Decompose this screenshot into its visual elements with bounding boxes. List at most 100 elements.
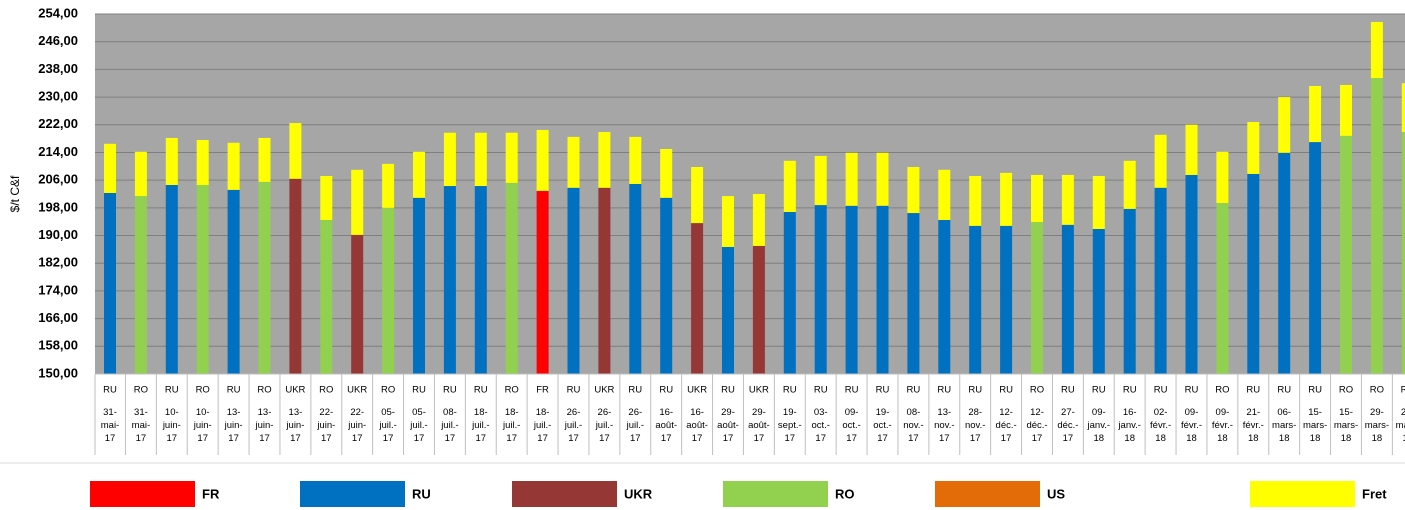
origin-label: RU bbox=[968, 385, 982, 396]
y-tick-label: 198,00 bbox=[38, 199, 78, 214]
bar-fret bbox=[1185, 124, 1198, 175]
legend-label: FR bbox=[202, 486, 220, 501]
x-tick-label: 19- oct.- 17 bbox=[873, 407, 891, 444]
bar bbox=[104, 192, 116, 374]
bar-fret bbox=[598, 132, 611, 188]
origin-label: RO bbox=[134, 385, 148, 396]
x-tick-label: 31- mai- 17 bbox=[132, 407, 150, 444]
x-tick-label: 16- août- 17 bbox=[686, 407, 708, 444]
bar bbox=[1401, 132, 1405, 374]
origin-label: RO bbox=[381, 385, 395, 396]
bar bbox=[320, 219, 333, 374]
bar-fret bbox=[1340, 84, 1352, 136]
bar-fret bbox=[660, 149, 673, 198]
x-tick-label: 22- juin- 17 bbox=[316, 407, 335, 444]
x-tick-part: févr.- bbox=[1243, 420, 1264, 431]
bar-fret bbox=[165, 137, 178, 185]
bar bbox=[227, 189, 240, 374]
x-tick-part: 17 bbox=[1032, 433, 1043, 444]
legend-swatch bbox=[723, 481, 828, 507]
x-tick-part: juin- bbox=[193, 420, 212, 431]
x-tick-part: 10- bbox=[165, 407, 179, 418]
origin-label: RU bbox=[721, 385, 735, 396]
x-tick-part: 18 bbox=[1341, 433, 1352, 444]
x-tick-part: janv.- bbox=[1117, 420, 1141, 431]
x-tick-part: nov.- bbox=[965, 420, 985, 431]
y-tick-label: 158,00 bbox=[38, 338, 78, 353]
x-tick-label: 16- août- 17 bbox=[655, 407, 677, 444]
bar-fret bbox=[938, 169, 951, 220]
x-tick-part: 17 bbox=[846, 433, 857, 444]
bar bbox=[845, 205, 858, 374]
bar-fret bbox=[474, 132, 487, 187]
x-tick-part: mars- bbox=[1272, 420, 1296, 431]
x-tick-part: 31- bbox=[103, 407, 117, 418]
x-tick-part: juil.- bbox=[502, 420, 520, 431]
origin-label: RU bbox=[1061, 385, 1075, 396]
bar bbox=[258, 181, 271, 374]
bar bbox=[1247, 173, 1260, 374]
x-tick-part: mai- bbox=[101, 420, 119, 431]
x-tick-label: 06- mars- 18 bbox=[1272, 407, 1296, 444]
x-tick-part: 18 bbox=[1372, 433, 1383, 444]
origin-label: RO bbox=[257, 385, 271, 396]
origin-label: RU bbox=[659, 385, 673, 396]
x-tick-part: 09- bbox=[1092, 407, 1106, 418]
x-tick-part: 26- bbox=[598, 407, 612, 418]
x-tick-part: 17 bbox=[630, 433, 641, 444]
x-tick-label: 03- oct.- 17 bbox=[811, 407, 829, 444]
x-tick-part: 29- bbox=[721, 407, 735, 418]
x-tick-label: 26- juil.- 17 bbox=[564, 407, 582, 444]
x-tick-part: févr.- bbox=[1181, 420, 1202, 431]
bar bbox=[165, 185, 178, 374]
x-tick-part: 29- bbox=[752, 407, 766, 418]
bar-fret bbox=[876, 152, 889, 206]
bar bbox=[783, 212, 796, 374]
x-tick-part: janv.- bbox=[1087, 420, 1111, 431]
x-tick-part: 13- bbox=[227, 407, 241, 418]
bar-fret bbox=[845, 152, 858, 206]
x-tick-part: juin- bbox=[316, 420, 335, 431]
x-tick-label: 19- sept.- 17 bbox=[778, 407, 802, 444]
x-tick-part: juil.- bbox=[440, 420, 458, 431]
x-tick-part: 19- bbox=[876, 407, 890, 418]
x-tick-part: 17 bbox=[970, 433, 981, 444]
x-tick-label: 29- mars- 18 bbox=[1396, 407, 1405, 444]
x-tick-label: 12- déc.- 17 bbox=[996, 407, 1017, 444]
bar-fret bbox=[258, 137, 271, 182]
x-tick-label: 09- févr.- 18 bbox=[1181, 407, 1202, 444]
x-tick-part: 17 bbox=[1063, 433, 1074, 444]
x-tick-part: juin- bbox=[224, 420, 243, 431]
x-tick-part: juil.- bbox=[564, 420, 582, 431]
x-tick-label: 16- janv.- 18 bbox=[1117, 407, 1141, 444]
x-tick-part: oct.- bbox=[873, 420, 891, 431]
bar bbox=[382, 207, 395, 374]
origin-label: RO bbox=[1030, 385, 1044, 396]
y-tick-label: 246,00 bbox=[38, 33, 78, 48]
x-tick-part: déc.- bbox=[996, 420, 1017, 431]
origin-label: RO bbox=[505, 385, 519, 396]
x-tick-label: 28- nov.- 17 bbox=[965, 407, 985, 444]
y-tick-label: 230,00 bbox=[38, 89, 78, 104]
origin-label: RO bbox=[1401, 385, 1405, 396]
x-tick-part: 12- bbox=[999, 407, 1013, 418]
bar-fret bbox=[1092, 176, 1105, 229]
x-tick-part: 05- bbox=[412, 407, 426, 418]
x-tick-part: 17 bbox=[445, 433, 456, 444]
x-tick-part: nov.- bbox=[903, 420, 923, 431]
origin-label: RU bbox=[165, 385, 179, 396]
x-tick-part: 13- bbox=[937, 407, 951, 418]
bar-fret bbox=[382, 163, 395, 208]
bar bbox=[289, 178, 302, 374]
x-tick-part: 17 bbox=[815, 433, 826, 444]
origin-label: RU bbox=[567, 385, 581, 396]
bar bbox=[1123, 208, 1136, 374]
bar bbox=[351, 234, 364, 374]
bar bbox=[598, 187, 611, 374]
x-tick-part: août- bbox=[717, 420, 739, 431]
x-tick-label: 08- juil.- 17 bbox=[440, 407, 458, 444]
bar bbox=[1309, 142, 1322, 374]
x-tick-part: juil.- bbox=[595, 420, 613, 431]
x-tick-part: 17 bbox=[568, 433, 579, 444]
bar-fret bbox=[443, 132, 456, 187]
